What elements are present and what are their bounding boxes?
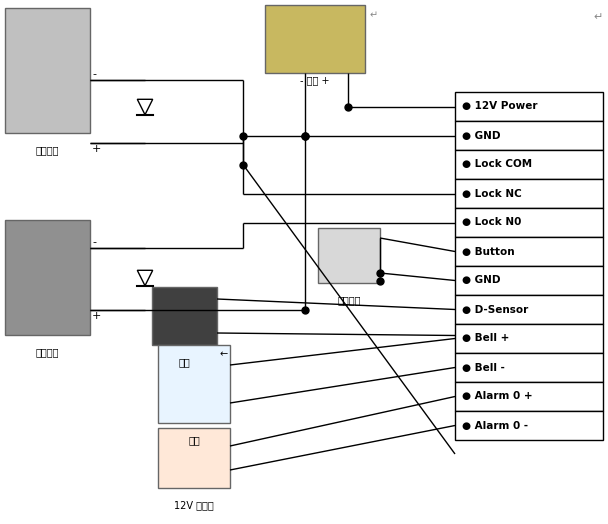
Text: ↵: ↵ <box>370 10 378 20</box>
Text: ● Alarm 0 -: ● Alarm 0 - <box>462 420 528 431</box>
Text: ● Lock N0: ● Lock N0 <box>462 217 522 227</box>
Bar <box>152 287 217 345</box>
Text: ● GND: ● GND <box>462 130 500 140</box>
Polygon shape <box>137 100 153 115</box>
Text: 开门按钮: 开门按钮 <box>337 295 361 305</box>
Text: ● Bell +: ● Bell + <box>462 333 510 344</box>
Text: 门铃: 门铃 <box>188 435 200 445</box>
Bar <box>455 121 603 150</box>
Bar <box>455 92 603 121</box>
Bar <box>5 8 90 133</box>
Bar <box>158 345 230 423</box>
Bar <box>455 150 603 179</box>
Text: -: - <box>92 69 96 79</box>
Text: -: - <box>92 237 96 247</box>
Text: ● Lock NC: ● Lock NC <box>462 189 522 199</box>
Text: ● 12V Power: ● 12V Power <box>462 102 537 112</box>
Text: ● D-Sensor: ● D-Sensor <box>462 304 528 314</box>
Text: - 电源 +: - 电源 + <box>300 75 330 85</box>
Text: ←: ← <box>220 349 228 359</box>
Bar <box>265 5 365 73</box>
Text: ● Bell -: ● Bell - <box>462 363 505 373</box>
Bar <box>455 353 603 382</box>
Text: 12V 报警器: 12V 报警器 <box>174 500 214 510</box>
Text: ● GND: ● GND <box>462 276 500 286</box>
Bar <box>455 208 603 237</box>
Bar <box>455 266 603 295</box>
Bar <box>318 228 380 283</box>
Text: ● Alarm 0 +: ● Alarm 0 + <box>462 391 533 401</box>
Text: 通电开锁: 通电开锁 <box>36 347 59 357</box>
Bar <box>455 411 603 440</box>
Text: 断电开锁: 断电开锁 <box>36 145 59 155</box>
Polygon shape <box>137 270 153 286</box>
Text: +: + <box>92 144 102 154</box>
Bar <box>455 382 603 411</box>
Text: +: + <box>92 311 102 321</box>
Bar <box>455 179 603 208</box>
Bar <box>455 237 603 266</box>
Bar <box>158 428 230 488</box>
Text: ● Lock COM: ● Lock COM <box>462 159 532 169</box>
Bar <box>455 295 603 324</box>
Bar <box>455 324 603 353</box>
Text: ↵: ↵ <box>593 12 603 22</box>
Bar <box>5 220 90 335</box>
Text: 门磁: 门磁 <box>179 357 190 367</box>
Text: ● Button: ● Button <box>462 246 514 257</box>
